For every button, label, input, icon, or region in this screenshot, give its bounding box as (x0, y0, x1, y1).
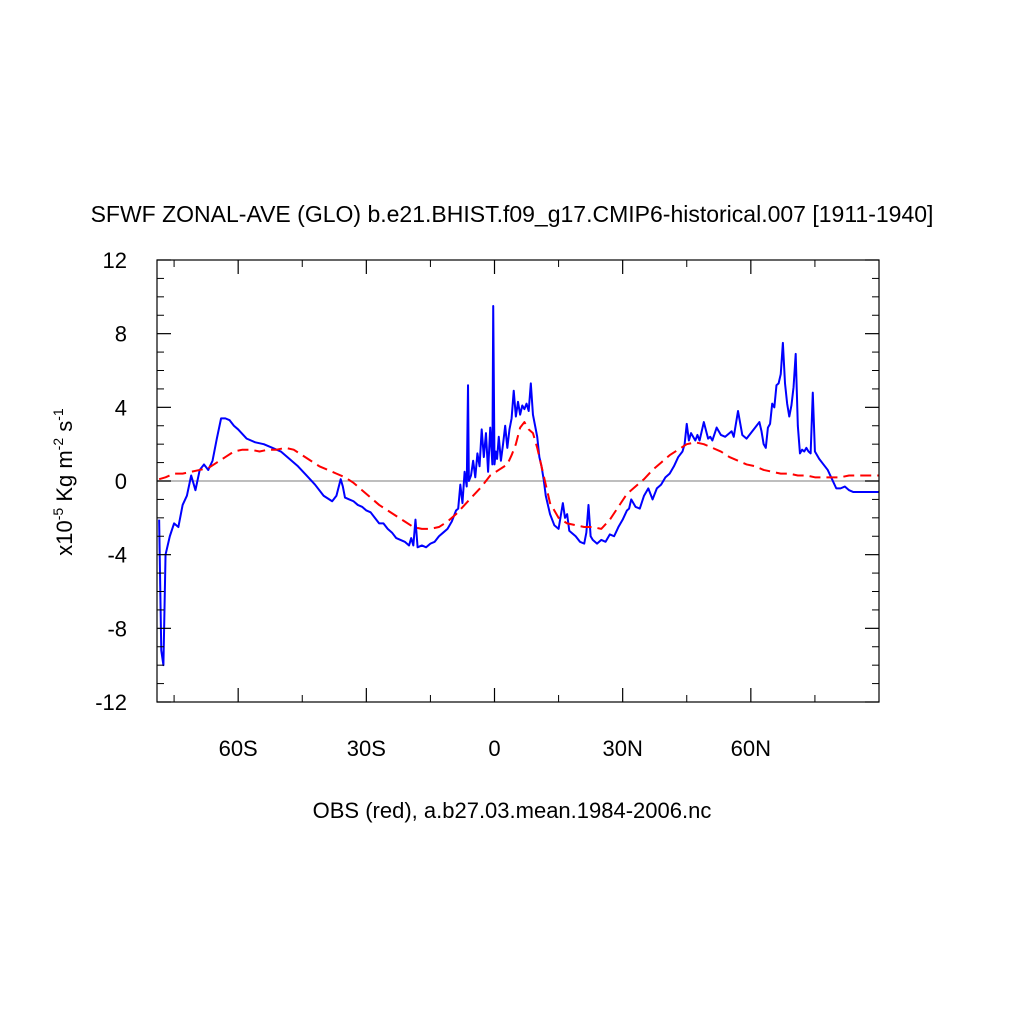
series-line-obs-red (158, 421, 879, 530)
x-tick-label: 30N (602, 736, 642, 761)
y-axis-label-mid2: s (52, 421, 77, 438)
chart-title: SFWF ZONAL-AVE (GLO) b.e21.BHIST.f09_g17… (91, 201, 934, 227)
y-tick-label: 4 (115, 395, 127, 420)
x-axis-label: OBS (red), a.b27.03.mean.1984-2006.nc (313, 798, 712, 823)
y-tick-label: -4 (107, 543, 127, 568)
y-tick-label: 8 (115, 322, 127, 347)
y-tick-label: -12 (95, 690, 127, 715)
x-tick-label: 30S (347, 736, 386, 761)
x-tick-label: 60N (731, 736, 771, 761)
x-tick-label: 60S (219, 736, 258, 761)
x-tick-label: 0 (488, 736, 500, 761)
y-tick-label: 0 (115, 469, 127, 494)
y-axis-label-exp3: -1 (50, 408, 66, 421)
y-tick-label: -8 (107, 616, 127, 641)
y-axis-label-exp1: -5 (50, 508, 66, 521)
y-tick-label: 12 (103, 248, 127, 273)
y-axis-label: x10-5 Kg m-2 s-1 (50, 408, 77, 556)
y-axis-label-prefix: x10 (52, 520, 77, 555)
series-line-model-blue (158, 305, 879, 667)
y-axis-label-exp2: -2 (50, 438, 66, 451)
y-axis-label-mid: Kg m (52, 450, 77, 507)
plot-area: 12 8 4 0 -4 -8 -12 60S 30S 0 30N 60N (95, 248, 880, 761)
